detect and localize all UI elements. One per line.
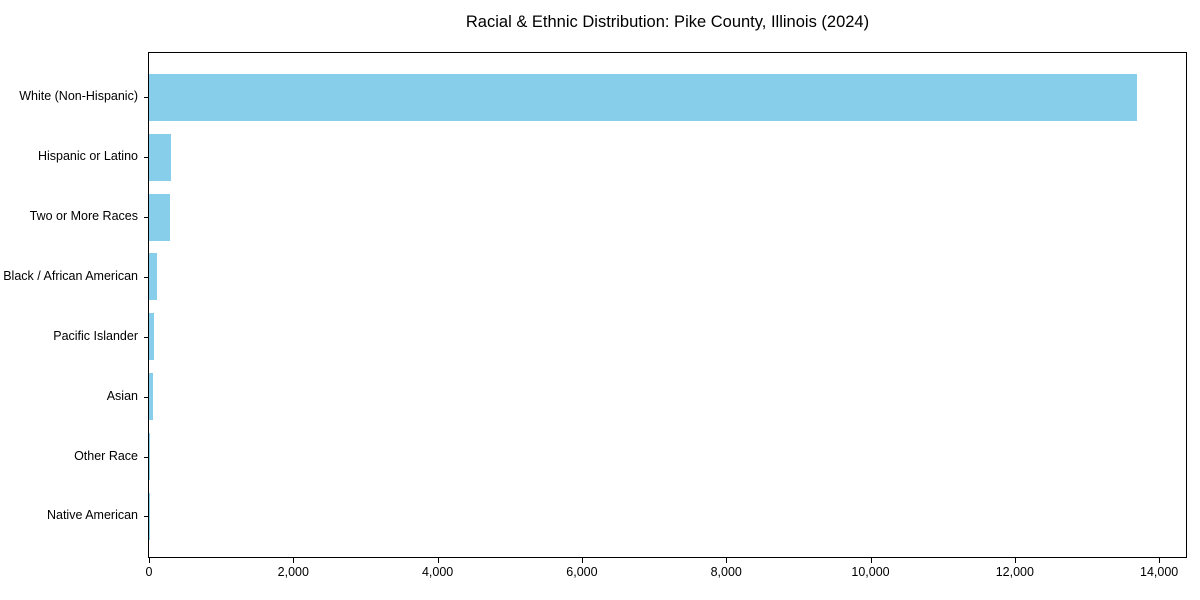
y-axis-tick-label: Hispanic or Latino	[37, 149, 138, 164]
y-tick-mark	[144, 217, 149, 219]
y-tick-mark	[144, 336, 149, 338]
x-axis-tick-label: 2,000	[277, 565, 309, 579]
x-tick-mark	[149, 558, 150, 563]
y-axis-labels: White (Non-Hispanic) Hispanic or Latino Tw…	[0, 52, 138, 558]
bar-other-race	[149, 433, 150, 480]
x-tick-mark	[726, 558, 728, 563]
x-tick-mark	[293, 558, 295, 563]
x-axis-tick-label: 8,000	[710, 565, 742, 579]
bar-asian	[149, 373, 153, 421]
x-tick-mark	[581, 558, 583, 563]
y-tick-mark	[144, 276, 149, 278]
x-axis-tick-label: 12,000	[995, 565, 1034, 579]
y-tick-mark	[144, 396, 149, 398]
y-axis-tick-label: Two or More Races	[29, 209, 138, 224]
bar-white-non-hispanic	[149, 73, 1138, 121]
plot-area: 0 2,000 4,000 6,000 8,000 10,000 12,000 14,000	[144, 52, 1187, 579]
bar-black-african-american	[149, 253, 157, 301]
x-axis-tick-label: 4,000	[421, 565, 454, 579]
x-tick-mark	[1159, 558, 1161, 563]
y-axis-tick-label: White (Non-Hispanic)	[19, 89, 138, 104]
x-tick-mark	[437, 558, 439, 563]
chart-title: Racial & Ethnic Distribution: Pike Count…	[465, 13, 870, 31]
y-axis-tick-label: Other Race	[74, 448, 138, 463]
y-axis-tick-label: Black / African American	[3, 268, 138, 283]
x-axis-tick-label: 0	[145, 565, 153, 579]
x-axis-tick-label: 10,000	[851, 565, 890, 579]
y-tick-mark	[144, 97, 149, 99]
bar-pacific-islander	[149, 313, 155, 361]
bar-two-or-more-races	[149, 193, 171, 241]
x-tick-mark	[1014, 558, 1016, 563]
bar-hispanic-or-latino	[149, 133, 172, 181]
y-axis-tick-label: Native American	[46, 508, 138, 523]
y-axis-tick-label: Asian	[106, 388, 138, 403]
x-axis-tick-label: 14,000	[1140, 565, 1179, 579]
y-tick-mark	[144, 456, 149, 458]
y-tick-mark	[144, 516, 149, 518]
x-axis-tick-label: 6,000	[566, 565, 598, 579]
x-tick-mark	[870, 558, 872, 563]
y-tick-mark	[144, 157, 149, 159]
y-axis-tick-label: Pacific Islander	[53, 328, 138, 343]
